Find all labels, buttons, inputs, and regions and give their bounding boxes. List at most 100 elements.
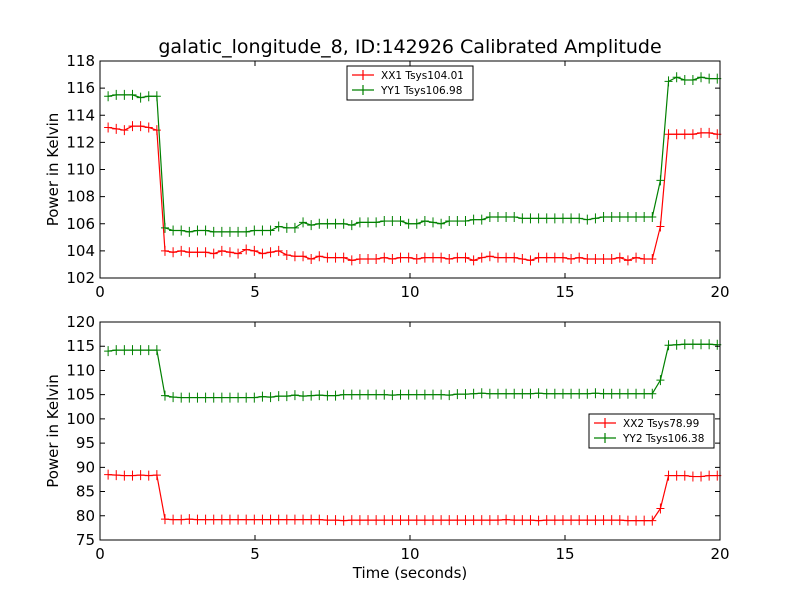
data-point [299, 217, 308, 228]
y-tick-label: 110 [66, 361, 95, 379]
data-point [290, 222, 299, 233]
y-tick-label: 102 [66, 269, 95, 287]
data-point [420, 389, 429, 400]
data-point [201, 247, 210, 258]
x-tick-label: 10 [400, 283, 419, 301]
data-point [591, 388, 600, 399]
legend-marker [352, 70, 374, 80]
data-point [152, 345, 161, 356]
data-point [104, 346, 113, 357]
data-point [542, 388, 551, 399]
data-point [502, 514, 511, 525]
data-point [656, 503, 665, 514]
data-point [502, 388, 511, 399]
data-point [242, 244, 251, 255]
data-point [355, 389, 364, 400]
data-point [331, 252, 340, 263]
data-point [672, 72, 681, 83]
data-point [664, 76, 673, 87]
data-point [493, 211, 502, 222]
data-point [266, 514, 275, 525]
data-point [656, 375, 665, 386]
data-point [136, 470, 145, 481]
data-point [672, 339, 681, 350]
data-point [420, 252, 429, 263]
data-point [234, 248, 243, 259]
legend-marker [352, 85, 374, 95]
data-point [104, 122, 113, 133]
legend-label: XX2 Tsys78.99 [623, 418, 699, 430]
data-point [250, 514, 259, 525]
data-point [152, 470, 161, 481]
data-point [412, 515, 421, 526]
data-point [136, 121, 145, 132]
series-line-xx1 [108, 125, 718, 262]
data-point [372, 515, 381, 526]
data-point [355, 217, 364, 228]
data-point [664, 129, 673, 140]
data-point [599, 515, 608, 526]
data-point [542, 213, 551, 224]
data-point [550, 213, 559, 224]
data-point [680, 470, 689, 481]
data-point [558, 252, 567, 263]
data-point [355, 515, 364, 526]
data-point [518, 213, 527, 224]
data-point [623, 388, 632, 399]
data-point [640, 211, 649, 222]
data-point [429, 389, 438, 400]
data-point [323, 390, 332, 401]
data-point [307, 390, 316, 401]
data-point [266, 225, 275, 236]
series-line-xx2 [108, 474, 718, 522]
data-point [567, 388, 576, 399]
data-point [632, 388, 641, 399]
data-point [112, 345, 121, 356]
legend-box [588, 413, 715, 449]
series-line-yy1 [108, 76, 718, 233]
data-point [412, 254, 421, 265]
y-tick-label: 75 [76, 531, 95, 549]
data-point [177, 392, 186, 403]
y-axis-label: Power in Kelvin [44, 374, 62, 488]
data-point [282, 514, 291, 525]
x-tick-label: 5 [250, 545, 260, 563]
legend-label: YY1 Tsys106.98 [380, 85, 462, 97]
data-point [705, 73, 714, 84]
data-point [274, 391, 283, 402]
data-point [299, 251, 308, 262]
data-point [388, 515, 397, 526]
data-point [136, 345, 145, 356]
data-point [664, 340, 673, 351]
y-tick-label: 106 [66, 215, 95, 233]
data-point [518, 388, 527, 399]
data-point [274, 245, 283, 256]
data-point [185, 392, 194, 403]
data-point [445, 390, 454, 401]
data-point [591, 213, 600, 224]
data-point [542, 252, 551, 263]
data-point [583, 214, 592, 225]
data-point [364, 254, 373, 265]
data-point [234, 392, 243, 403]
data-point [169, 247, 178, 258]
data-point [128, 470, 137, 481]
data-point [567, 515, 576, 526]
data-point [429, 217, 438, 228]
data-point [526, 213, 535, 224]
data-point [672, 129, 681, 140]
data-point [477, 252, 486, 263]
data-point [209, 514, 218, 525]
data-point [217, 514, 226, 525]
data-point [136, 92, 145, 103]
data-point [615, 388, 624, 399]
data-point [169, 225, 178, 236]
data-point [623, 515, 632, 526]
data-point [469, 214, 478, 225]
data-point [510, 252, 519, 263]
x-tick-label: 20 [710, 545, 729, 563]
data-point [396, 216, 405, 227]
data-point [550, 252, 559, 263]
x-tick-label: 0 [95, 283, 105, 301]
